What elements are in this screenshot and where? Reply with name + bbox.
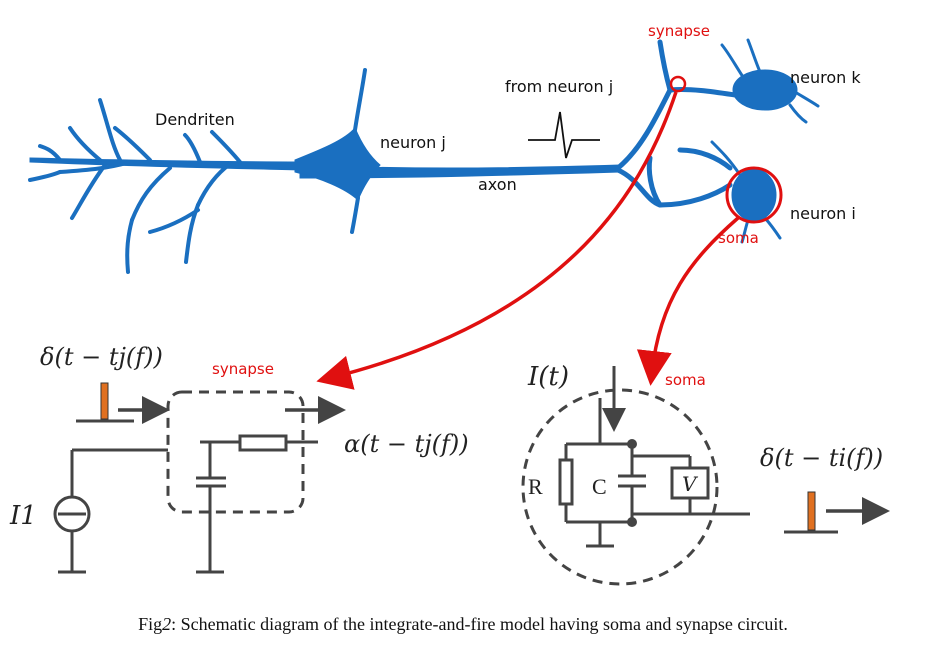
c-label: C bbox=[592, 474, 607, 499]
neuron-j-label: neuron j bbox=[380, 133, 446, 152]
figure-caption: Fig2: Schematic diagram of the integrate… bbox=[0, 614, 926, 635]
synapse-box-label: synapse bbox=[212, 360, 274, 378]
r-label: R bbox=[528, 474, 543, 499]
neuron-i-soma bbox=[731, 168, 777, 222]
neuron-k-label: neuron k bbox=[790, 68, 861, 87]
neuron-drawing bbox=[28, 38, 820, 274]
current-source-icon bbox=[53, 495, 91, 533]
synapse-resistor bbox=[238, 434, 288, 452]
soma-current-label: I(t) bbox=[527, 362, 569, 392]
axon-label: axon bbox=[478, 175, 517, 194]
spike-waveform bbox=[528, 111, 600, 159]
soma-highlight-circle bbox=[725, 166, 783, 224]
caption-number: 2 bbox=[162, 614, 172, 634]
dendrite-branches bbox=[28, 68, 367, 274]
dendrites-label: Dendriten bbox=[155, 110, 235, 129]
caption-text: : Schematic diagram of the integrate-and… bbox=[171, 614, 788, 634]
neuron-j-soma bbox=[294, 127, 381, 201]
soma-zoom-arrow bbox=[636, 216, 740, 386]
neuron-k-soma bbox=[732, 69, 798, 111]
synapse-input-label: δ(t − tj(f)) bbox=[40, 343, 163, 371]
neuron-i-label: neuron i bbox=[790, 204, 856, 223]
synapse-box bbox=[166, 390, 305, 514]
synapse-output-label: α(t − tj(f)) bbox=[344, 430, 469, 458]
soma-output-label: δ(t − ti(f)) bbox=[760, 444, 883, 472]
synapse-label: synapse bbox=[648, 22, 710, 40]
synapse-circuit: δ(t − tj(f)) synapse α(t − tj(f)) bbox=[9, 343, 469, 574]
soma-circuit: I(t) soma R C V δ(t − t bbox=[521, 362, 890, 586]
input-pulse bbox=[100, 382, 109, 420]
soma-label: soma bbox=[718, 229, 759, 247]
synapse-zoom-arrow bbox=[316, 91, 678, 390]
axon-branches bbox=[615, 39, 738, 208]
soma-boundary bbox=[521, 388, 719, 586]
output-pulse bbox=[807, 491, 816, 531]
caption-prefix: Fig bbox=[138, 614, 163, 634]
from-neuron-label: from neuron j bbox=[505, 77, 613, 96]
dendrite-main bbox=[29, 157, 301, 171]
source-label: I1 bbox=[9, 501, 37, 531]
soma-resistor bbox=[558, 458, 574, 506]
soma-box-label: soma bbox=[665, 371, 706, 389]
synapse-highlight-circle bbox=[669, 75, 687, 93]
v-label: V bbox=[682, 472, 699, 496]
